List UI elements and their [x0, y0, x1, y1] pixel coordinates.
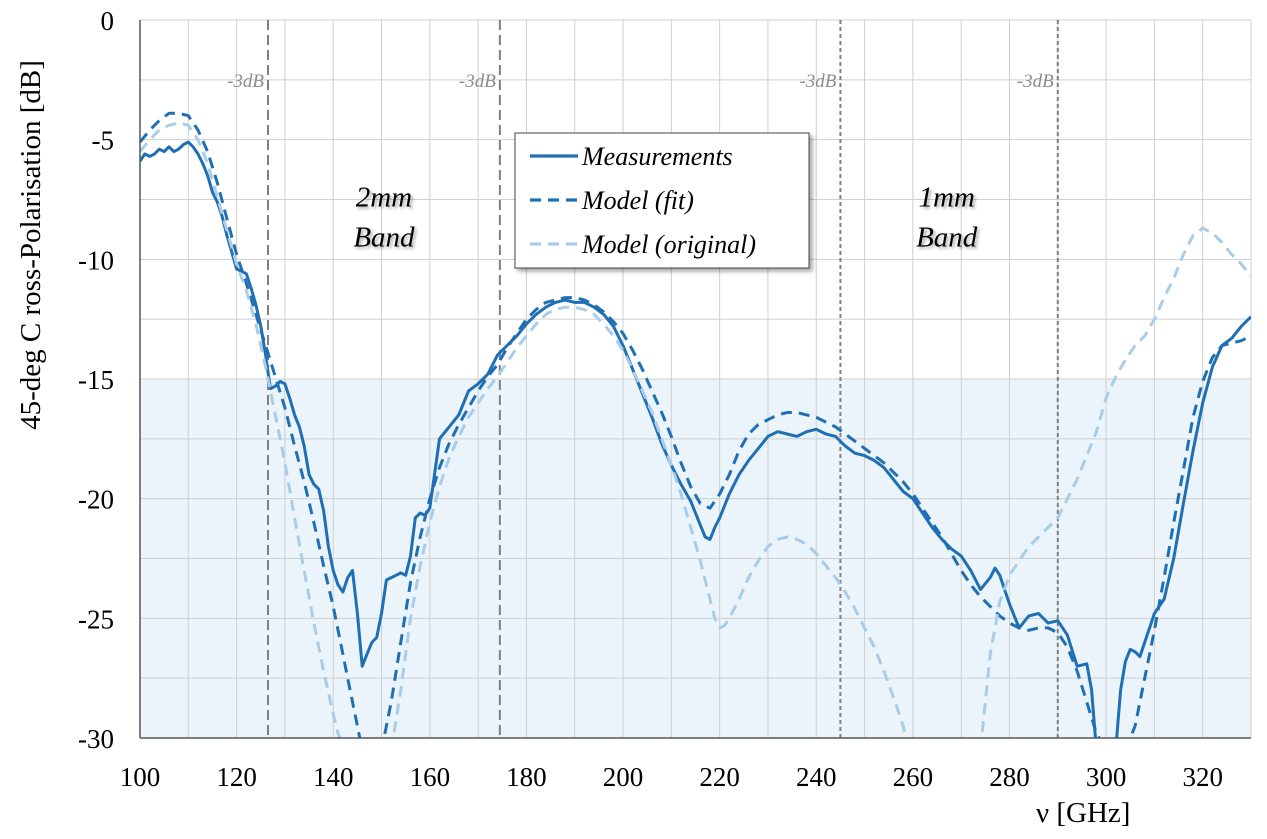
axes	[139, 20, 1251, 739]
x-tick-label: 240	[796, 762, 837, 792]
legend-label-model-fit: Model (fit)	[581, 186, 694, 215]
x-axis-title: ν [GHz]	[1036, 797, 1130, 829]
legend-label-model-original: Model (original)	[581, 230, 756, 259]
y-axis-title: 45-deg C ross-Polarisation [dB]	[15, 60, 47, 430]
band-labels: 2mm Band 1mm Band	[353, 182, 977, 254]
band-marker-label: -3dB	[459, 71, 496, 92]
x-tick-label: 160	[410, 762, 451, 792]
x-tick-label: 120	[216, 762, 257, 792]
y-tick-label: 0	[101, 6, 115, 36]
band-label: 1mm	[918, 182, 974, 214]
band-label: Band	[353, 222, 415, 254]
band-marker-label: -3dB	[1017, 71, 1054, 92]
x-tick-label: 280	[989, 762, 1030, 792]
series-line-model-original	[980, 226, 1251, 738]
legend: Measurements Model (fit) Model (original…	[514, 132, 810, 269]
band-label: 2mm	[356, 182, 412, 214]
x-tick-label: 300	[1086, 762, 1127, 792]
band-marker-label: -3dB	[799, 71, 836, 92]
series-line-measurements	[140, 140, 1097, 738]
band-label: Band	[916, 222, 978, 254]
legend-label-measurements: Measurements	[581, 142, 733, 171]
y-tick-label: -10	[78, 245, 114, 275]
y-tick-label: -30	[78, 724, 114, 754]
x-tick-label: 200	[603, 762, 644, 792]
tick-labels: 100 120 140 160 180 200 220 240 260 280 300 320 0 -5 -…	[78, 6, 1223, 792]
y-tick-label: -5	[92, 126, 115, 156]
x-tick-label: 320	[1182, 762, 1223, 792]
series-line-model-fit	[1128, 334, 1251, 738]
series-line-model-original	[391, 305, 908, 738]
y-tick-label: -20	[78, 485, 114, 515]
series-lines	[140, 111, 1251, 738]
band-marker-label: -3dB	[227, 71, 264, 92]
x-tick-label: 140	[313, 762, 354, 792]
x-tick-label: 260	[893, 762, 934, 792]
x-tick-label: 220	[699, 762, 740, 792]
y-tick-label: -25	[78, 604, 114, 634]
x-tick-label: 100	[120, 762, 161, 792]
series-line-model-original	[140, 121, 342, 738]
x-tick-label: 180	[506, 762, 547, 792]
y-tick-label: -15	[78, 365, 114, 395]
band-markers: -3dB -3dB -3dB -3dB	[227, 20, 1059, 738]
series-line-model-fit	[140, 111, 1101, 738]
